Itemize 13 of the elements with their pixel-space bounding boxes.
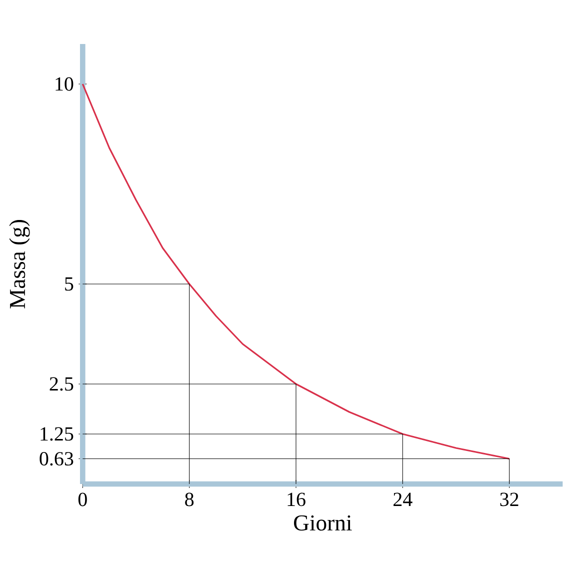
y-axis-title: Massa (g)	[9, 220, 30, 308]
line-series	[82, 83, 510, 460]
y-tick-label: 5	[65, 277, 74, 290]
x-tick-label: 32	[500, 492, 518, 506]
x-tick-label: 24	[394, 492, 412, 506]
x-tick-label: 8	[185, 492, 194, 506]
y-tick-label: 1.25	[40, 427, 74, 441]
y-tick-label: 2.5	[50, 377, 74, 391]
y-tick-label: 0.63	[40, 452, 74, 466]
x-axis-title: Giorni	[294, 515, 352, 530]
x-tick-label: 16	[288, 492, 306, 506]
x-tick-label: 0	[78, 492, 87, 506]
y-tick-label: 10	[56, 77, 74, 91]
